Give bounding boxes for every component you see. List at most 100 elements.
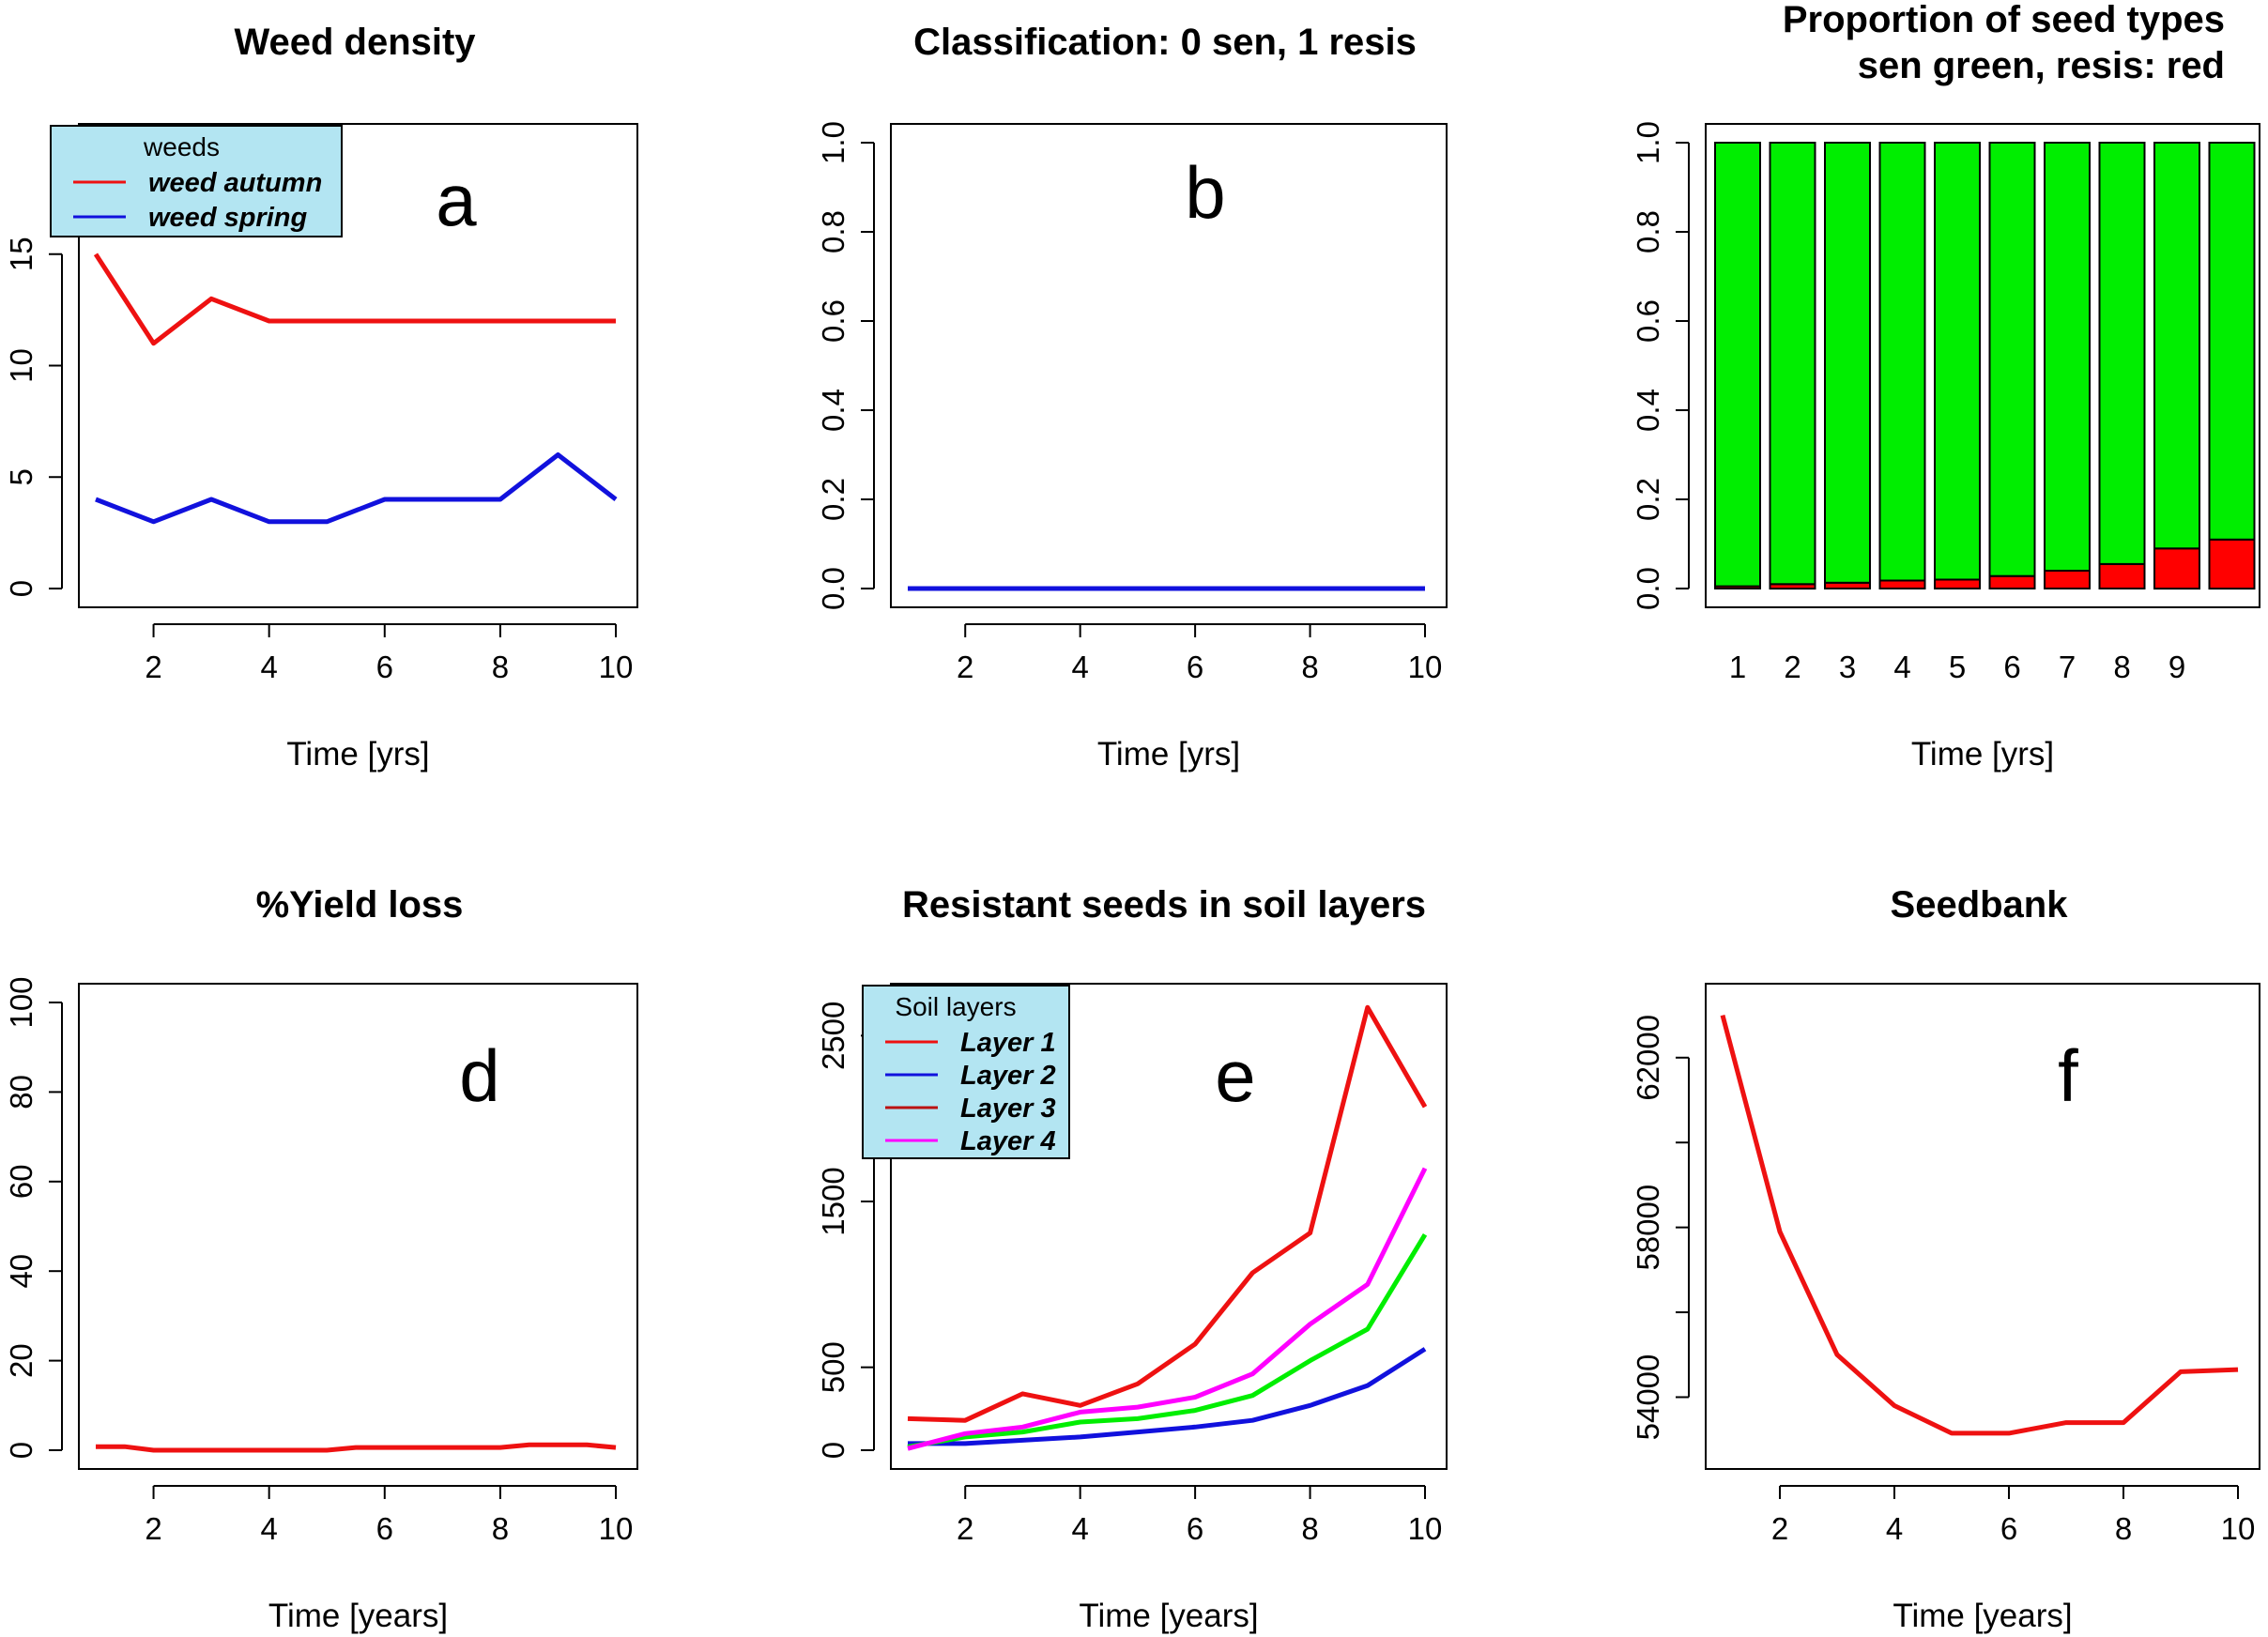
y-tick-label-c: 0.8	[1631, 210, 1665, 253]
bar-sen-2	[1769, 142, 1816, 586]
legend-label-e: Layer 2	[960, 1061, 1056, 1091]
y-tick-label-d: 80	[4, 1075, 38, 1109]
x-tick-label-c: 5	[1949, 650, 1966, 684]
x-tick-label-c: 9	[2168, 650, 2185, 684]
panel-letter-b: b	[1185, 151, 1225, 234]
y-tick-label-c: 0.6	[1631, 299, 1665, 343]
y-tick-label-a: 0	[4, 580, 38, 597]
x-tick-label-f: 4	[1886, 1511, 1903, 1546]
chart-panel-a: Weed density a Time [yrs] 2 4 6 8 10 0 5 10 15 weeds…	[4, 22, 638, 773]
bar-sen-3	[1824, 142, 1871, 584]
y-tick-label-c: 0.4	[1631, 389, 1665, 432]
x-tick-label-a: 10	[599, 650, 634, 684]
x-tick-label-e: 8	[1301, 1511, 1318, 1546]
panel-letter-f: f	[2058, 1034, 2078, 1117]
chart-panel-c: Proportion of seed types sen green, resis…	[1631, 0, 2260, 773]
y-tick-label-b: 0.2	[816, 478, 850, 521]
y-tick-label-a: 10	[4, 348, 38, 383]
bar-sen-10	[2208, 142, 2256, 541]
x-tick-label-b: 2	[957, 650, 973, 684]
y-tick-label-d: 40	[4, 1254, 38, 1289]
plot-frame-f	[1705, 983, 2260, 1470]
bar-resis-4	[1878, 579, 1926, 589]
legend-a: weeds weed autumn weed spring	[50, 125, 343, 237]
chart-title-d: %Yield loss	[256, 884, 464, 926]
x-tick-label-c: 2	[1784, 650, 1801, 684]
x-tick-label-b: 10	[1408, 650, 1443, 684]
series-line-e-1	[907, 1004, 1428, 1423]
y-tick-label-d: 100	[4, 976, 38, 1028]
x-tick-label-d: 6	[376, 1511, 393, 1546]
x-tick-label-b: 8	[1301, 650, 1318, 684]
x-tick-label-d: 4	[260, 1511, 277, 1546]
x-axis-label-a: Time [yrs]	[286, 736, 429, 773]
legend-label-a: weed autumn	[148, 168, 322, 198]
y-tick-label-b: 0.0	[816, 567, 850, 610]
plot-frame-e	[890, 983, 1448, 1470]
legend-label-e: Layer 4	[960, 1126, 1056, 1156]
y-tick-label-e: 1500	[816, 1167, 850, 1235]
x-tick-label-d: 8	[492, 1511, 509, 1546]
plot-frame-c	[1705, 123, 2260, 608]
chart-subtitle-c: sen green, resis: red	[1858, 45, 2225, 86]
y-tick-label-b: 0.6	[816, 299, 850, 343]
y-tick-label-d: 0	[4, 1442, 38, 1459]
bar-sen-7	[2044, 142, 2091, 572]
chart-title-e: Resistant seeds in soil layers	[902, 884, 1426, 926]
series-line-a-1	[93, 252, 616, 346]
y-tick-label-e: 2500	[816, 1002, 850, 1070]
y-tick-label-b: 0.8	[816, 210, 850, 253]
legend-label-a: weed spring	[148, 203, 307, 233]
x-tick-label-e: 4	[1071, 1511, 1088, 1546]
bar-sen-6	[1988, 142, 2036, 577]
chart-panel-f: Seedbank f Time [years] 2 4 6 8 10 54000 58000 620…	[1631, 884, 2260, 1634]
bar-sen-5	[1934, 142, 1981, 581]
x-axis-label-d: Time [years]	[268, 1598, 448, 1634]
x-tick-label-f: 6	[2000, 1511, 2017, 1546]
series-line-e-2	[908, 1347, 1427, 1446]
x-tick-label-a: 6	[376, 650, 393, 684]
plot-frame-b	[890, 123, 1448, 608]
bar-resis-6	[1988, 574, 2036, 590]
x-tick-label-a: 2	[145, 650, 161, 684]
x-tick-label-e: 2	[957, 1511, 973, 1546]
plot-frame-d	[78, 983, 638, 1470]
y-tick-label-b: 0.4	[816, 389, 850, 432]
x-tick-label-d: 2	[145, 1511, 161, 1546]
legend-box-e	[862, 985, 1070, 1159]
x-axis-label-b: Time [yrs]	[1097, 736, 1240, 773]
y-tick-label-f: 58000	[1631, 1185, 1665, 1271]
y-tick-label-c: 1.0	[1631, 121, 1665, 164]
chart-title-a: Weed density	[234, 22, 476, 63]
y-tick-label-b: 1.0	[816, 121, 850, 164]
x-tick-label-f: 8	[2115, 1511, 2132, 1546]
chart-panel-e: Resistant seeds in soil layers e Time [yea…	[816, 884, 1448, 1634]
y-tick-label-f: 62000	[1631, 1015, 1665, 1101]
x-tick-label-a: 8	[492, 650, 509, 684]
x-tick-label-c: 4	[1893, 650, 1910, 684]
series-line-f-1	[1720, 1014, 2239, 1436]
series-line-a-2	[95, 452, 618, 525]
bar-resis-8	[2098, 562, 2146, 590]
bar-sen-1	[1714, 142, 1761, 588]
series-line-e-4	[907, 1167, 1428, 1451]
y-tick-label-c: 0.0	[1631, 567, 1665, 610]
x-tick-label-f: 10	[2221, 1511, 2256, 1546]
chart-panel-b: Classification: 0 sen, 1 resis b Time [yrs…	[816, 22, 1448, 773]
plot-frame-a	[78, 123, 638, 608]
x-tick-label-d: 10	[599, 1511, 634, 1546]
x-tick-label-b: 6	[1187, 650, 1203, 684]
legend-label-e: Layer 1	[960, 1028, 1056, 1058]
x-tick-label-f: 2	[1771, 1511, 1788, 1546]
chart-title-c: Proportion of seed types	[1783, 0, 2225, 40]
x-tick-label-c: 3	[1839, 650, 1856, 684]
y-tick-label-a: 5	[4, 468, 38, 485]
x-tick-label-c: 6	[2003, 650, 2020, 684]
bar-resis-7	[2044, 570, 2091, 589]
bar-resis-10	[2208, 538, 2256, 590]
x-tick-label-c: 7	[2059, 650, 2076, 684]
y-tick-label-c: 0.2	[1631, 478, 1665, 521]
y-tick-label-f: 54000	[1631, 1354, 1665, 1441]
x-tick-label-c: 1	[1729, 650, 1746, 684]
